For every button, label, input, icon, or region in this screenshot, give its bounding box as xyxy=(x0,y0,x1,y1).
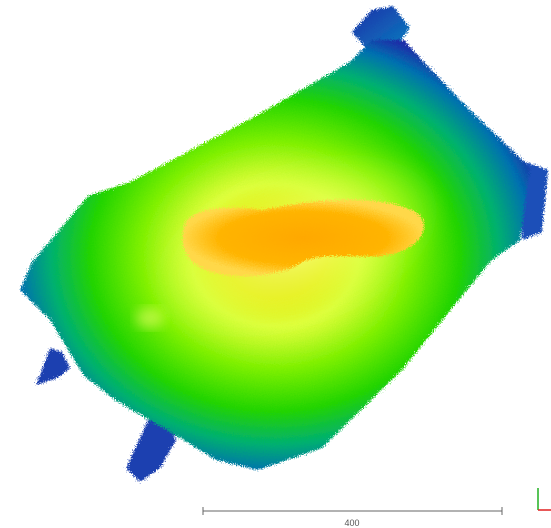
scale-bar-label: 400 xyxy=(344,518,360,528)
spike-bottom-left-1 xyxy=(36,348,70,385)
spike-bottom-left-2 xyxy=(126,416,176,482)
spike-top-right xyxy=(352,6,410,50)
cloud-highlight xyxy=(136,308,164,328)
cloud-hotspot xyxy=(182,199,424,277)
